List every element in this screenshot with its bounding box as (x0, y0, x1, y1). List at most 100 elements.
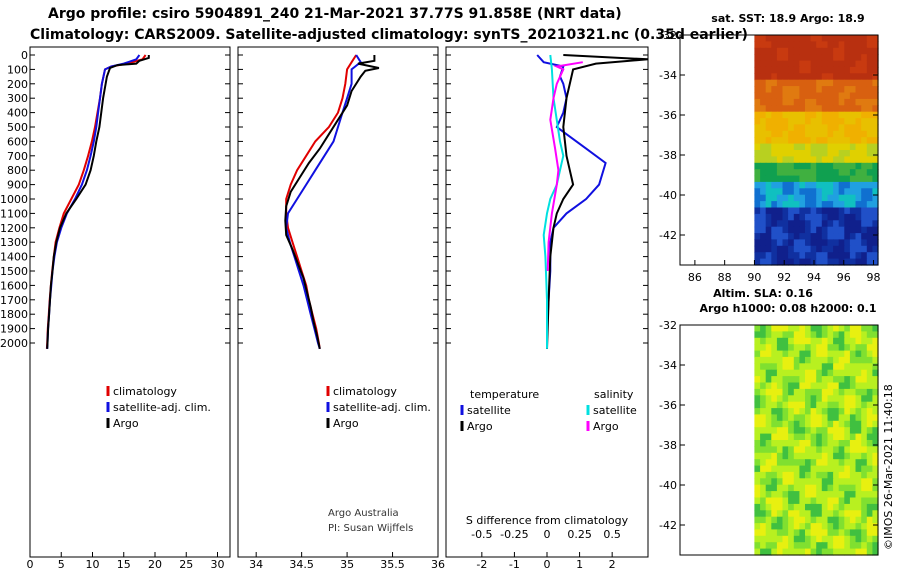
map-cell (760, 452, 767, 460)
map-cell (844, 105, 851, 113)
map-cell (805, 201, 812, 209)
map-cell (816, 258, 823, 266)
map-cell (810, 124, 817, 132)
map-cell (799, 150, 806, 157)
map-cell (821, 452, 828, 460)
map-cell (866, 427, 873, 435)
map-cell (827, 548, 834, 556)
map-cell (816, 350, 823, 358)
map-cell (861, 465, 868, 473)
map-cell (771, 98, 778, 106)
map-cell (838, 350, 845, 358)
map-cell (765, 169, 772, 177)
map-cell (765, 497, 772, 505)
map-cell (827, 156, 834, 164)
map-cell (838, 401, 845, 409)
map-cell (805, 130, 812, 138)
map-cell (771, 92, 778, 100)
map-cell (776, 47, 784, 55)
map-cell (866, 252, 873, 260)
map-cell (861, 523, 868, 531)
map-cell (805, 258, 812, 266)
sla-map-ytick-label: -32 (659, 319, 677, 332)
map-cell (816, 420, 823, 428)
map-cell (821, 440, 828, 447)
map-cell (849, 427, 857, 435)
map-cell (855, 446, 862, 454)
map-cell (793, 105, 800, 113)
map-cell (765, 111, 772, 119)
map-cell (776, 239, 784, 247)
sst-map-xtick-label: 98 (867, 271, 881, 284)
map-cell (827, 47, 834, 55)
map-cell (788, 446, 795, 454)
map-cell (799, 510, 806, 518)
map-cell (754, 213, 761, 221)
map-cell (844, 529, 851, 537)
map-cell (754, 356, 761, 364)
map-cell (754, 388, 761, 396)
map-cell (855, 503, 862, 511)
map-cell (849, 356, 857, 364)
map-cell (771, 535, 778, 543)
map-cell (833, 363, 840, 371)
map-cell (754, 86, 761, 94)
map-cell (793, 188, 800, 196)
map-cell (816, 376, 823, 384)
map-cell (844, 484, 851, 492)
map-cell (816, 252, 823, 260)
map-cell (805, 433, 812, 441)
map-cell (765, 150, 772, 157)
map-cell (821, 350, 828, 358)
map-cell (776, 181, 784, 189)
map-cell (765, 420, 772, 428)
map-cell (765, 207, 772, 215)
map-cell (805, 73, 812, 81)
map-cell (833, 47, 840, 55)
map-cell (844, 516, 851, 524)
sst-map-xtick-label: 92 (777, 271, 791, 284)
map-cell (765, 535, 772, 543)
map-cell (793, 175, 800, 183)
map-cell (765, 98, 772, 106)
map-cell (805, 162, 812, 170)
map-cell (849, 35, 857, 42)
map-cell (805, 188, 812, 196)
map-cell (793, 331, 800, 339)
depth-tick-label: 400 (7, 107, 28, 120)
map-cell (782, 465, 789, 473)
map-cell (866, 471, 873, 479)
map-cell (855, 143, 862, 151)
series-climatology (285, 54, 358, 349)
map-cell (782, 548, 789, 556)
map-cell (765, 194, 772, 202)
map-cell (810, 150, 817, 157)
map-cell (861, 188, 868, 196)
map-cell (855, 175, 862, 183)
map-cell (799, 73, 806, 81)
map-cell (844, 162, 851, 170)
map-cell (765, 478, 772, 486)
map-cell (776, 41, 784, 49)
map-cell (805, 356, 812, 364)
map-cell (771, 47, 778, 55)
map-cell (782, 66, 789, 74)
map-cell (849, 124, 857, 132)
map-cell (844, 414, 851, 422)
map-cell (793, 86, 800, 94)
map-cell (782, 433, 789, 441)
map-cell (849, 433, 857, 441)
map-cell (788, 79, 795, 87)
map-cell (827, 401, 834, 409)
map-cell (838, 433, 845, 441)
map-cell (861, 79, 868, 87)
map-cell (855, 105, 862, 113)
map-cell (793, 35, 800, 42)
map-cell (788, 92, 795, 100)
map-cell (861, 201, 868, 209)
map-cell (855, 169, 862, 177)
depth-tick-label: 1200 (0, 222, 28, 235)
map-cell (861, 143, 868, 151)
map-cell (782, 169, 789, 177)
map-cell (838, 220, 845, 228)
